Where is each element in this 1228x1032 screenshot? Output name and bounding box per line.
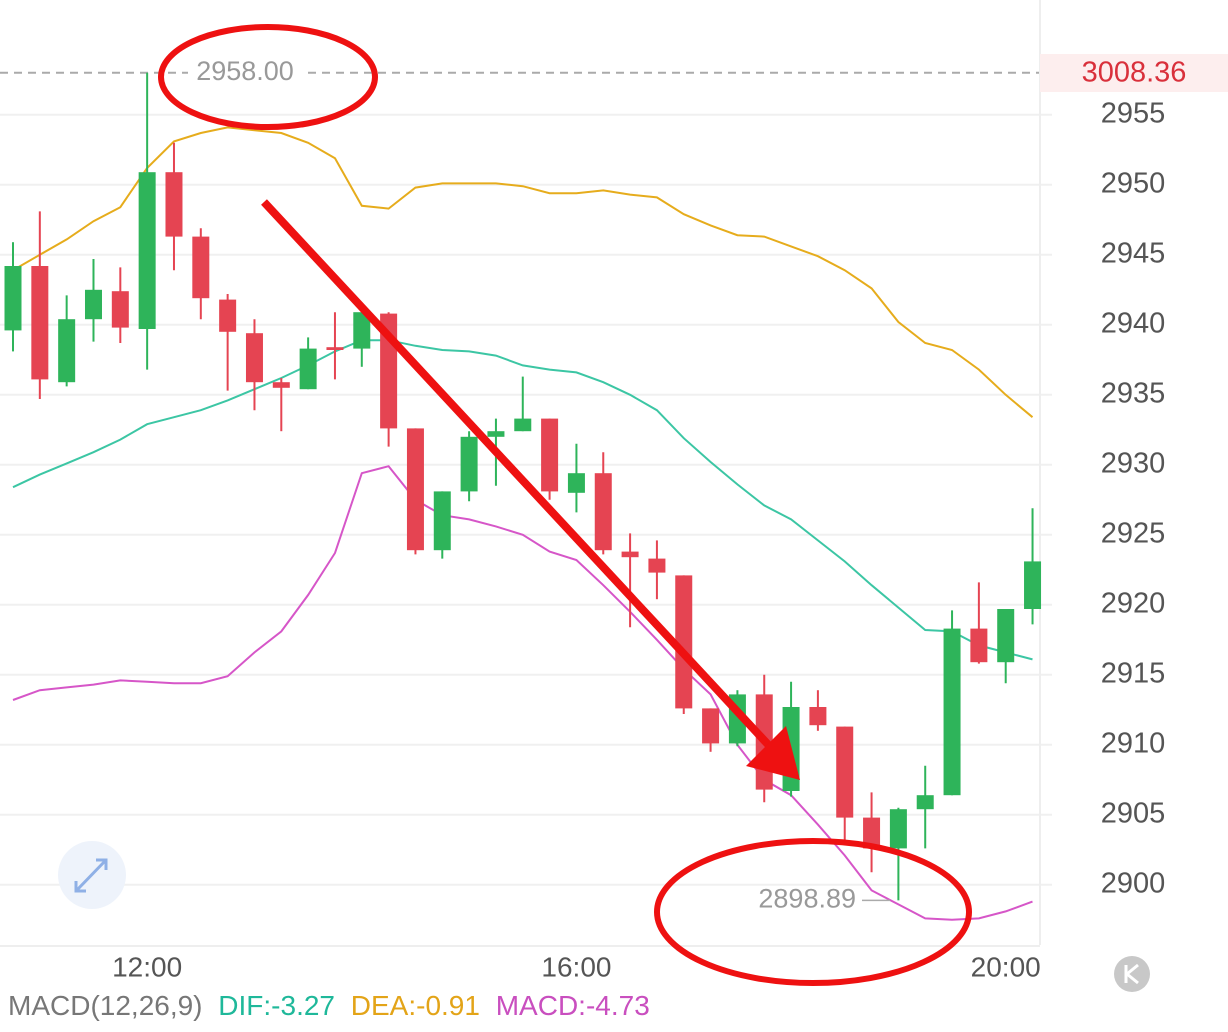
indicator-row: MACD(12,26,9) DIF:-3.27 DEA:-0.91 MACD:-… bbox=[8, 990, 650, 1021]
band-line bbox=[12, 465, 1033, 921]
price-label: 3008.36 bbox=[1082, 57, 1187, 89]
candle-body bbox=[943, 628, 961, 796]
candle-body bbox=[702, 708, 720, 744]
y-tick-label: 2910 bbox=[1101, 727, 1166, 759]
y-tick-label: 2950 bbox=[1101, 167, 1166, 199]
labels: 2900 2905 2910 2915 2920 2925 2930 2935 2940 2945… bbox=[112, 56, 1165, 982]
candle-body bbox=[4, 266, 22, 331]
y-tick-label: 2955 bbox=[1101, 97, 1166, 129]
candle-body bbox=[165, 172, 183, 237]
candle-body bbox=[460, 436, 478, 492]
candle-body bbox=[353, 312, 371, 349]
x-tick-label: 12:00 bbox=[112, 951, 182, 982]
candle-body bbox=[1024, 561, 1042, 609]
candle-body bbox=[58, 319, 76, 383]
candle-body bbox=[514, 418, 532, 432]
indicator-name: MACD(12,26,9) bbox=[8, 990, 203, 1021]
candle-body bbox=[675, 575, 693, 709]
candle-body bbox=[648, 558, 666, 573]
candle-body bbox=[138, 172, 156, 329]
candle-body bbox=[836, 726, 854, 818]
candle-body bbox=[326, 347, 344, 350]
k-button[interactable] bbox=[1114, 956, 1150, 992]
candle-body bbox=[299, 348, 317, 390]
candle-body bbox=[997, 609, 1015, 663]
bands bbox=[12, 126, 1034, 921]
candle-body bbox=[809, 707, 827, 726]
candle-body bbox=[219, 299, 237, 332]
x-tick-label: 16:00 bbox=[541, 951, 611, 982]
price-label-bg bbox=[1040, 54, 1228, 92]
y-tick-label: 2925 bbox=[1101, 517, 1166, 549]
y-tick-label: 2940 bbox=[1101, 307, 1166, 339]
candle-body bbox=[406, 428, 424, 551]
candle-body bbox=[541, 418, 559, 492]
candle-body bbox=[272, 382, 290, 388]
dea: DEA:-0.91 bbox=[351, 990, 480, 1021]
candle-body bbox=[111, 291, 129, 328]
candle-body bbox=[594, 473, 612, 551]
y-tick-label: 2920 bbox=[1101, 587, 1166, 619]
y-tick-label: 2945 bbox=[1101, 237, 1166, 269]
candle-body bbox=[863, 817, 881, 849]
high-label: 2958.00 bbox=[196, 56, 294, 86]
candle-body bbox=[31, 266, 49, 380]
candle-body bbox=[916, 795, 934, 810]
candles bbox=[4, 72, 1042, 901]
annotations bbox=[158, 24, 972, 986]
y-tick-label: 2905 bbox=[1101, 797, 1166, 829]
band-line bbox=[12, 339, 1033, 661]
y-tick-label: 2900 bbox=[1101, 867, 1166, 899]
candle-body bbox=[245, 333, 263, 383]
y-tick-label: 2935 bbox=[1101, 377, 1166, 409]
expand-button[interactable] bbox=[58, 841, 126, 909]
candle-body bbox=[621, 551, 639, 558]
band-line bbox=[12, 126, 1034, 418]
x-tick-label: 20:00 bbox=[971, 951, 1041, 982]
dif: DIF:-3.27 bbox=[218, 990, 335, 1021]
high-label-bg bbox=[188, 56, 302, 89]
candle-body bbox=[567, 473, 585, 493]
candle-body bbox=[487, 431, 505, 437]
candle-body bbox=[970, 628, 988, 663]
macd: MACD:-4.73 bbox=[496, 990, 650, 1021]
y-tick-label: 2915 bbox=[1101, 657, 1166, 689]
candle-body bbox=[889, 809, 907, 849]
candle-body bbox=[433, 491, 451, 551]
low-label: 2898.89 bbox=[758, 883, 856, 913]
candle-body bbox=[192, 236, 210, 299]
y-tick-label: 2930 bbox=[1101, 447, 1166, 479]
candle-body bbox=[84, 289, 102, 320]
